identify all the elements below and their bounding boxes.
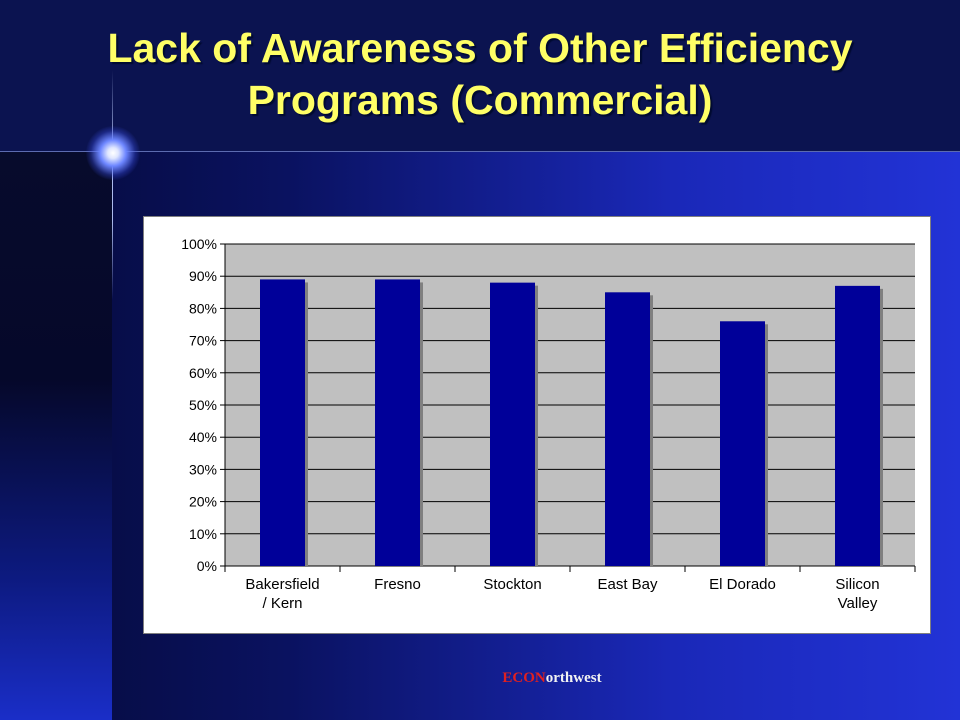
- bar: [835, 285, 880, 566]
- x-tick-label: Stockton: [483, 576, 541, 593]
- slide-title-line-1: Lack of Awareness of Other Efficiency: [107, 25, 853, 71]
- y-tick-label: 20%: [189, 494, 217, 510]
- x-tick-label: Silicon: [835, 576, 879, 593]
- y-tick-label: 10%: [189, 526, 217, 542]
- decor-vertical-line: [112, 70, 113, 300]
- y-tick-label: 50%: [189, 397, 217, 413]
- bar: [605, 292, 650, 566]
- lens-flare-icon: [86, 126, 140, 180]
- left-decor-band: [0, 152, 112, 720]
- bar: [720, 321, 765, 566]
- x-tick-label: Fresno: [374, 576, 421, 593]
- y-tick-label: 80%: [189, 300, 217, 316]
- y-tick-label: 100%: [181, 236, 217, 252]
- decor-horizontal-line: [0, 151, 960, 152]
- x-tick-label: El Dorado: [709, 576, 776, 593]
- y-tick-label: 0%: [197, 558, 217, 574]
- title-band: [0, 0, 960, 152]
- y-tick-label: 40%: [189, 429, 217, 445]
- bar: [490, 282, 535, 566]
- x-tick-label: / Kern: [262, 595, 302, 612]
- bar: [375, 279, 420, 566]
- footer-brand-rest: orthwest: [545, 670, 602, 686]
- x-tick-label: Valley: [838, 595, 878, 612]
- footer-brand-econ: ECON: [502, 670, 546, 686]
- y-tick-label: 30%: [189, 461, 217, 477]
- y-tick-label: 90%: [189, 268, 217, 284]
- chart-panel: 0% 10% 20% 30% 40% 50% 60% 70% 80% 90% 100% Bakersf…: [143, 216, 931, 634]
- x-tick-label: Bakersfield: [245, 576, 319, 593]
- slide-title-line-2: Programs (Commercial): [247, 77, 713, 123]
- slide-title: Lack of Awareness of Other Efficiency Pr…: [20, 22, 940, 126]
- y-tick-label: 60%: [189, 365, 217, 381]
- bar-chart: 0% 10% 20% 30% 40% 50% 60% 70% 80% 90% 100% Bakersf…: [181, 236, 916, 612]
- x-tick-label: East Bay: [597, 576, 658, 593]
- footer-brand: ECONorthwest: [0, 670, 960, 687]
- bar: [260, 279, 305, 566]
- y-tick-label: 70%: [189, 333, 217, 349]
